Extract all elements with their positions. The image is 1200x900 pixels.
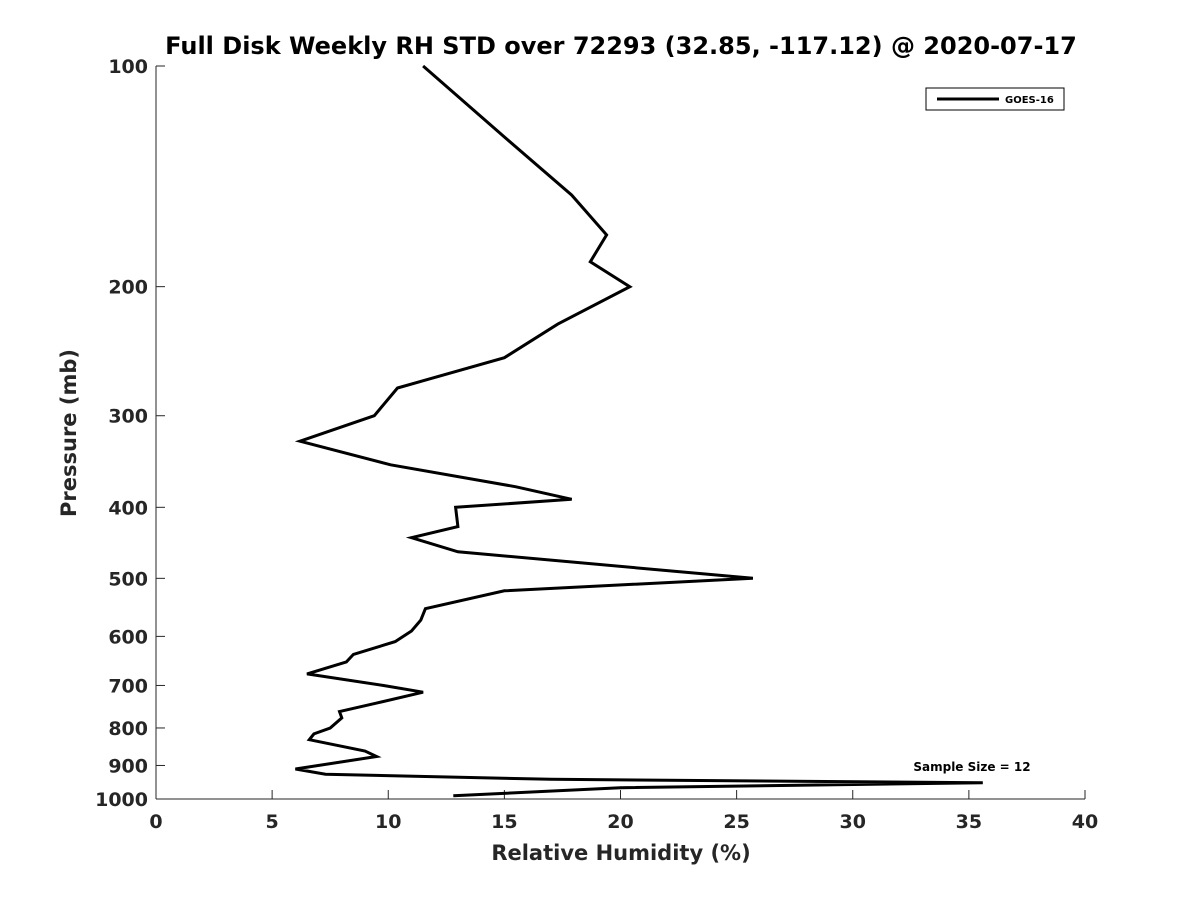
chart-title: Full Disk Weekly RH STD over 72293 (32.8… <box>165 32 1077 60</box>
series-line-goes-16 <box>294 64 983 798</box>
x-tick-label: 30 <box>840 811 866 833</box>
y-tick-label: 500 <box>108 568 148 590</box>
legend-label-goes-16: GOES-16 <box>1005 95 1054 106</box>
y-tick-label: 900 <box>108 755 148 777</box>
y-tick-label: 800 <box>108 718 148 740</box>
x-axis-label: Relative Humidity (%) <box>491 841 750 865</box>
y-axis-label: Pressure (mb) <box>57 349 81 517</box>
y-tick-label: 1000 <box>95 789 148 811</box>
x-tick-label: 40 <box>1072 811 1098 833</box>
x-tick-label: 15 <box>491 811 517 833</box>
y-tick-label: 300 <box>108 406 148 428</box>
legend: GOES-16 <box>925 87 1065 111</box>
series-lines <box>294 64 983 798</box>
x-tick-label: 25 <box>723 811 749 833</box>
x-tick-label: 35 <box>956 811 982 833</box>
y-tick-label: 100 <box>108 56 148 78</box>
y-axis-ticks: 100 200 300 400 500 600 700 800 900 1000 <box>95 56 165 811</box>
x-tick-label: 0 <box>149 811 162 833</box>
y-tick-label: 400 <box>108 497 148 519</box>
y-tick-label: 700 <box>108 675 148 697</box>
x-tick-label: 10 <box>375 811 401 833</box>
y-tick-label: 200 <box>108 277 148 299</box>
x-axis-ticks: 0 5 10 15 20 25 30 35 40 <box>149 790 1098 833</box>
y-tick-label: 600 <box>108 626 148 648</box>
x-tick-label: 20 <box>607 811 633 833</box>
x-tick-label: 5 <box>266 811 279 833</box>
sample-size-annotation: Sample Size = 12 <box>913 760 1030 774</box>
